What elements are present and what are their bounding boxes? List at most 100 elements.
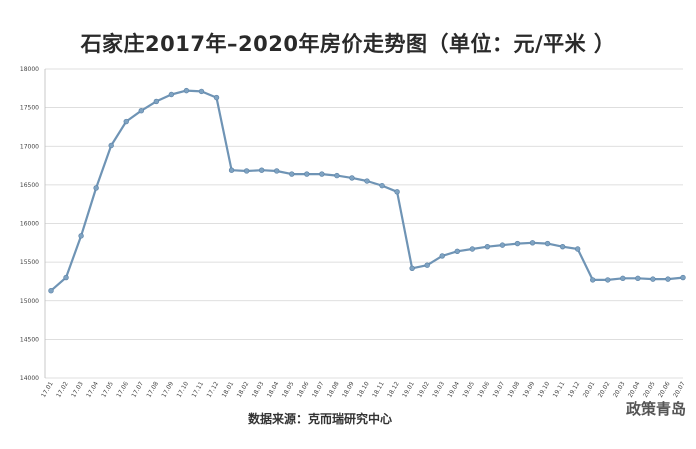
x-tick-label: 18.11 <box>371 380 386 399</box>
y-tick-label: 17500 <box>20 105 39 112</box>
x-tick-label: 20.05 <box>642 380 657 399</box>
data-point <box>274 168 280 174</box>
grid-lines <box>45 68 683 379</box>
x-tick-label: 18.06 <box>296 380 311 399</box>
data-point <box>93 185 99 191</box>
x-tick-label: 19.11 <box>552 380 567 399</box>
x-tick-label: 18.05 <box>281 380 296 399</box>
series-line <box>50 89 684 292</box>
x-tick-label: 18.01 <box>221 380 236 399</box>
x-tick-label: 20.07 <box>672 380 687 399</box>
y-tick-label: 18000 <box>20 66 39 73</box>
series-price <box>48 87 686 294</box>
data-point <box>424 262 430 268</box>
x-tick-label: 17.10 <box>176 380 191 399</box>
data-point <box>48 288 54 294</box>
data-point <box>394 189 400 195</box>
data-point <box>183 87 190 94</box>
y-tick-label: 14500 <box>20 336 39 343</box>
x-tick-label: 19.04 <box>446 380 461 399</box>
data-point <box>650 276 656 282</box>
x-tick-label: 19.02 <box>416 380 431 399</box>
data-point <box>349 175 355 181</box>
x-tick-label: 19.07 <box>492 380 507 399</box>
data-point <box>574 246 581 252</box>
x-tick-label: 18.04 <box>266 380 281 399</box>
data-point <box>304 171 310 177</box>
data-point <box>153 98 160 105</box>
x-tick-label: 19.06 <box>476 380 491 399</box>
y-tick-label: 15000 <box>20 298 39 305</box>
data-point <box>258 167 265 173</box>
x-tick-label: 19.10 <box>537 380 552 399</box>
x-tick-label: 19.12 <box>567 380 582 399</box>
data-point <box>379 182 385 189</box>
data-point <box>334 172 340 179</box>
data-point <box>108 142 114 149</box>
data-point <box>213 94 220 101</box>
data-point <box>680 274 686 281</box>
x-tick-label: 17.06 <box>115 380 130 399</box>
y-axis: 14000 14500 15000 15500 16000 16500 17000 17500… <box>20 66 46 382</box>
x-tick-label: 17.03 <box>70 380 85 399</box>
data-point <box>319 171 325 177</box>
x-tick-label: 18.07 <box>311 380 326 399</box>
data-point <box>544 240 551 247</box>
x-tick-label: 17.02 <box>55 380 70 399</box>
data-point <box>243 168 250 174</box>
data-point <box>484 243 491 250</box>
x-tick-label: 17.04 <box>85 380 100 399</box>
x-tick-label: 20.03 <box>612 380 627 399</box>
x-tick-label: 17.07 <box>130 380 145 399</box>
data-point <box>138 108 144 114</box>
watermark: 政策青岛 <box>625 400 686 418</box>
x-tick-label: 17.05 <box>100 380 115 399</box>
x-tick-label: 20.02 <box>597 380 612 399</box>
x-tick-label: 18.09 <box>341 380 356 399</box>
y-tick-label: 16000 <box>20 221 39 228</box>
data-point <box>590 277 596 283</box>
y-tick-label: 16500 <box>20 182 39 189</box>
data-point <box>409 265 415 272</box>
data-point <box>469 246 476 252</box>
data-point <box>620 275 626 282</box>
y-tick-label: 17000 <box>20 143 39 150</box>
data-source-note: 数据来源：克而瑞研究中心 <box>247 412 392 426</box>
x-tick-label: 20.01 <box>582 380 597 399</box>
data-point <box>198 88 205 95</box>
x-tick-label: 18.08 <box>326 380 341 399</box>
data-point <box>78 233 84 239</box>
x-tick-label: 19.09 <box>522 380 537 399</box>
x-axis: 17.01 17.02 17.03 17.04 17.05 17.06 17.07 17.08… <box>40 380 687 399</box>
data-point <box>168 91 175 98</box>
data-point <box>514 240 521 247</box>
data-point <box>529 240 536 246</box>
x-tick-label: 18.10 <box>356 380 371 399</box>
x-tick-label: 18.03 <box>251 380 266 399</box>
y-tick-label: 14000 <box>20 375 39 382</box>
chart-title: 石家庄2017年–2020年房价走势图（单位：元/平米 ） <box>80 32 616 56</box>
x-tick-label: 20.04 <box>627 380 642 399</box>
x-tick-label: 17.12 <box>206 380 221 399</box>
data-point <box>559 243 566 250</box>
x-tick-label: 17.11 <box>191 380 206 399</box>
x-tick-label: 19.01 <box>401 380 416 399</box>
data-point <box>499 242 506 248</box>
x-tick-label: 17.09 <box>160 380 175 399</box>
x-tick-label: 18.12 <box>386 380 401 399</box>
data-point <box>605 277 611 283</box>
x-tick-label: 19.05 <box>461 380 476 399</box>
data-point <box>364 178 370 184</box>
x-tick-label: 17.01 <box>40 380 55 399</box>
data-point <box>289 171 295 177</box>
data-point <box>439 253 445 259</box>
x-tick-label: 19.03 <box>431 380 446 399</box>
x-tick-label: 17.08 <box>145 380 160 399</box>
data-point <box>123 118 129 125</box>
data-point <box>228 167 235 173</box>
data-point <box>665 276 671 282</box>
y-tick-label: 15500 <box>20 259 39 266</box>
data-point <box>454 248 460 255</box>
x-tick-label: 20.06 <box>657 380 672 399</box>
